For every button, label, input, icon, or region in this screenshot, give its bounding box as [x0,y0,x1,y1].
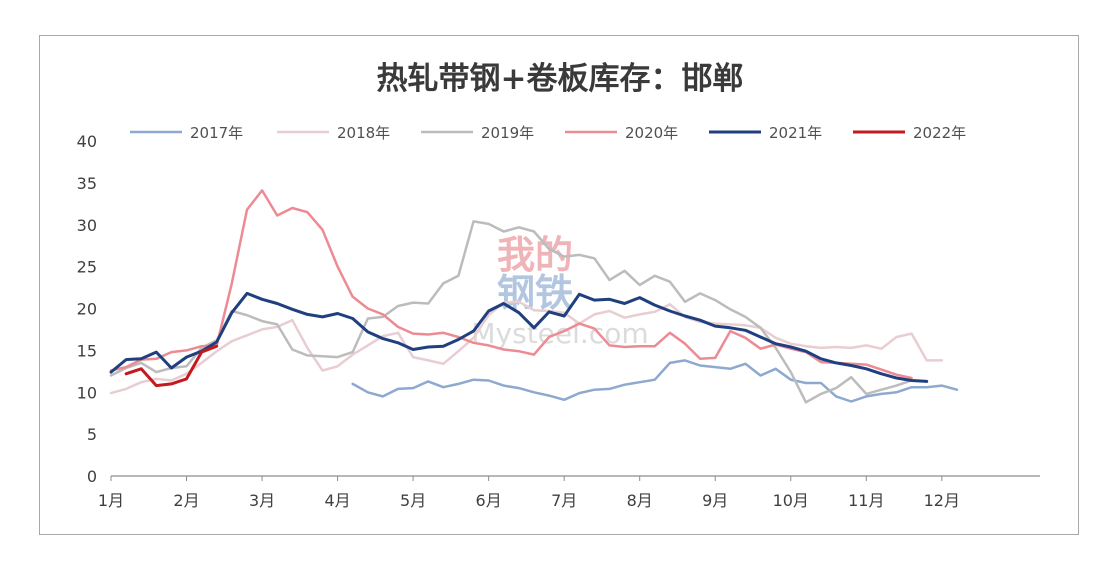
x-tick-label: 1月 [98,491,124,510]
y-tick-label: 0 [87,467,97,486]
series-line-2017年 [351,359,959,403]
legend-label: 2017年 [190,124,243,142]
y-tick-label: 15 [77,341,97,360]
series-line-2018年 [109,300,944,395]
y-tick-label: 25 [77,258,97,277]
y-tick-label: 35 [77,174,97,193]
x-tick-label: 8月 [627,491,653,510]
chart-frame [39,35,1079,535]
series-line-2022年 [124,344,219,388]
x-tick-label: 3月 [249,491,275,510]
legend-label: 2022年 [913,124,966,142]
x-tick-label: 5月 [400,491,426,510]
legend-label: 2020年 [625,124,678,142]
chart-title: 热轧带钢+卷板库存：邯郸 [377,61,744,97]
series-group [109,189,959,404]
y-tick-label: 20 [77,300,97,319]
legend: 2017年 2018年 2019年 2020年 2021年 2022年 [130,124,966,142]
x-tick-label: 2月 [173,491,199,510]
series-line-2021年 [109,291,929,383]
x-tick-label: 6月 [476,491,502,510]
watermark-line2: 钢铁 [497,270,573,315]
y-tick-label: 5 [87,425,97,444]
x-tick-label: 7月 [551,491,577,510]
y-tick-label: 40 [77,132,97,151]
legend-label: 2021年 [769,124,822,142]
axes: 0 5 10 15 20 25 30 35 40 1月 2月 3月 4月 5月 6月 7月 8月 9月 10月 11月… [77,132,1040,510]
series-line-2019年 [109,220,928,404]
legend-label: 2018年 [337,124,390,142]
y-tick-label: 10 [77,383,97,402]
x-tick-label: 4月 [324,491,350,510]
x-tick-label: 10月 [773,491,809,510]
legend-label: 2019年 [481,124,534,142]
x-tick-label: 9月 [702,491,728,510]
y-tick-label: 30 [77,216,97,235]
x-tick-label: 11月 [848,491,884,510]
x-tick-label: 12月 [924,491,960,510]
